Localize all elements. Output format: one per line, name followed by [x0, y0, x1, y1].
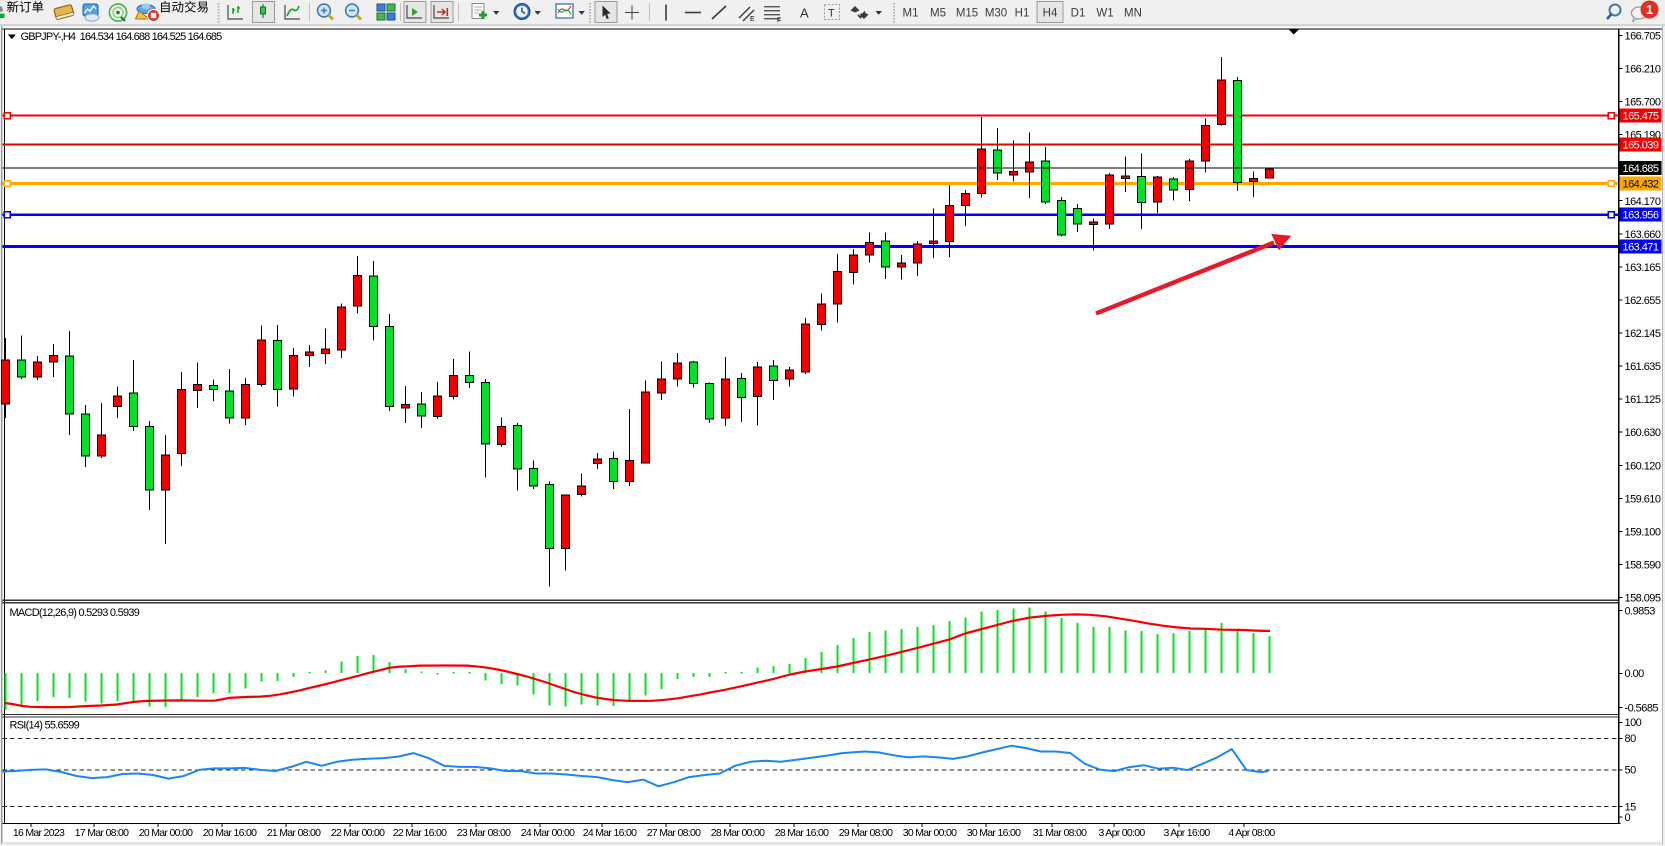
svg-text:30 Mar 16:00: 30 Mar 16:00 — [967, 827, 1021, 839]
svg-text:16 Mar 2023: 16 Mar 2023 — [13, 827, 65, 839]
svg-text:160.630: 160.630 — [1625, 427, 1661, 439]
svg-text:M15: M15 — [956, 8, 978, 20]
svg-text:1: 1 — [1646, 2, 1653, 17]
svg-text:M1: M1 — [903, 8, 919, 20]
svg-text:27 Mar 08:00: 27 Mar 08:00 — [647, 827, 701, 839]
svg-text:30 Mar 00:00: 30 Mar 00:00 — [903, 827, 957, 839]
svg-text:M30: M30 — [985, 8, 1007, 20]
svg-text:MN: MN — [1124, 8, 1142, 20]
svg-text:166.705: 166.705 — [1625, 30, 1661, 42]
svg-text:31 Mar 08:00: 31 Mar 08:00 — [1033, 827, 1087, 839]
svg-text:MACD(12,26,9) 0.5293 0.5939: MACD(12,26,9) 0.5293 0.5939 — [10, 607, 140, 619]
svg-text:50: 50 — [1625, 765, 1637, 777]
svg-text:22 Mar 00:00: 22 Mar 00:00 — [331, 827, 385, 839]
svg-text:28 Mar 16:00: 28 Mar 16:00 — [775, 827, 829, 839]
svg-text:0.9853: 0.9853 — [1625, 605, 1656, 617]
svg-text:159.100: 159.100 — [1625, 527, 1661, 539]
svg-text:28 Mar 00:00: 28 Mar 00:00 — [711, 827, 765, 839]
svg-text:20 Mar 16:00: 20 Mar 16:00 — [203, 827, 257, 839]
svg-text:F: F — [777, 18, 781, 25]
svg-text:162.145: 162.145 — [1625, 328, 1661, 340]
svg-text:0.00: 0.00 — [1625, 668, 1645, 680]
svg-text:164.685: 164.685 — [1623, 163, 1659, 175]
svg-text:161.635: 161.635 — [1625, 361, 1661, 373]
svg-text:RSI(14) 55.6599: RSI(14) 55.6599 — [10, 720, 80, 732]
svg-text:17 Mar 08:00: 17 Mar 08:00 — [75, 827, 129, 839]
svg-text:160.120: 160.120 — [1625, 460, 1661, 472]
svg-text:H1: H1 — [1015, 8, 1030, 20]
svg-text:20 Mar 00:00: 20 Mar 00:00 — [139, 827, 193, 839]
svg-text:22 Mar 16:00: 22 Mar 16:00 — [393, 827, 447, 839]
svg-text:0: 0 — [1625, 812, 1631, 824]
svg-text:163.660: 163.660 — [1625, 229, 1661, 241]
svg-text:163.471: 163.471 — [1623, 242, 1659, 254]
svg-text:E: E — [750, 16, 755, 23]
svg-text:GBPJPY-,H4 164.534 164.688 16: GBPJPY-,H4 164.534 164.688 164.525 164.6… — [21, 31, 223, 43]
svg-text:165.039: 165.039 — [1623, 139, 1659, 151]
svg-text:24 Mar 16:00: 24 Mar 16:00 — [583, 827, 637, 839]
svg-text:W1: W1 — [1096, 8, 1113, 20]
svg-text:162.655: 162.655 — [1625, 295, 1661, 307]
svg-text:164.432: 164.432 — [1623, 179, 1659, 191]
svg-text:158.590: 158.590 — [1625, 560, 1661, 572]
svg-text:M5: M5 — [930, 8, 946, 20]
svg-text:T: T — [828, 8, 835, 20]
svg-text:165.475: 165.475 — [1623, 111, 1659, 123]
svg-text:24 Mar 00:00: 24 Mar 00:00 — [521, 827, 575, 839]
svg-text:163.165: 163.165 — [1625, 262, 1661, 274]
svg-text:164.170: 164.170 — [1625, 196, 1661, 208]
svg-text:A: A — [800, 6, 809, 21]
svg-text:21 Mar 08:00: 21 Mar 08:00 — [267, 827, 321, 839]
svg-text:166.210: 166.210 — [1625, 64, 1661, 76]
svg-text:-0.5685: -0.5685 — [1625, 702, 1659, 714]
svg-text:23 Mar 08:00: 23 Mar 08:00 — [457, 827, 511, 839]
svg-text:158.095: 158.095 — [1625, 593, 1661, 605]
svg-text:29 Mar 08:00: 29 Mar 08:00 — [839, 827, 893, 839]
svg-text:3 Apr 16:00: 3 Apr 16:00 — [1163, 827, 1210, 839]
svg-text:15: 15 — [1625, 802, 1637, 814]
svg-text:165.700: 165.700 — [1625, 97, 1661, 109]
svg-text:4 Apr 08:00: 4 Apr 08:00 — [1228, 827, 1275, 839]
svg-text:163.956: 163.956 — [1623, 210, 1659, 222]
svg-text:D1: D1 — [1071, 8, 1086, 20]
svg-text:80: 80 — [1625, 733, 1637, 745]
svg-text:3 Apr 00:00: 3 Apr 00:00 — [1098, 827, 1145, 839]
svg-text:100: 100 — [1625, 717, 1642, 729]
svg-text:H4: H4 — [1043, 8, 1058, 20]
svg-text:159.610: 159.610 — [1625, 493, 1661, 505]
svg-text:161.125: 161.125 — [1625, 394, 1661, 406]
